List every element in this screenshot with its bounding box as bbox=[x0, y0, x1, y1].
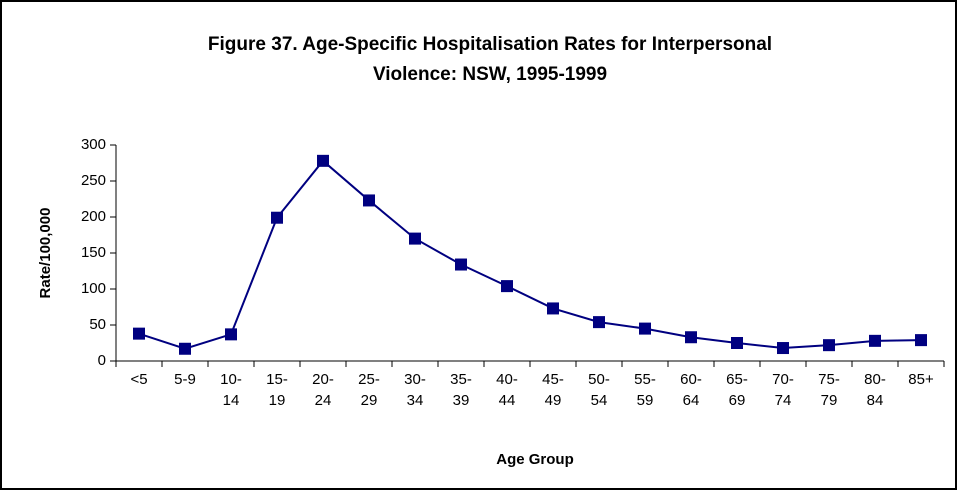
y-tick-label: 200 bbox=[81, 208, 106, 225]
chart-title: Figure 37. Age-Specific Hospitalisation … bbox=[208, 34, 772, 55]
marker bbox=[179, 342, 191, 355]
x-tick-label: 85+ bbox=[908, 371, 934, 388]
x-tick-label: 70- 74 bbox=[772, 371, 794, 409]
line bbox=[138, 159, 922, 350]
marker bbox=[777, 342, 789, 355]
x-tick-label-box: 45- 49 bbox=[542, 371, 564, 409]
marker bbox=[685, 331, 697, 344]
x-tick-label: 60- 64 bbox=[680, 371, 702, 409]
x-tick-label-box: 40- 44 bbox=[496, 371, 518, 409]
marker bbox=[823, 339, 835, 352]
x-tick-label: 15- 19 bbox=[266, 371, 288, 409]
y-tick-label: 250 bbox=[81, 172, 106, 189]
chart-title: Violence: NSW, 1995-1999 bbox=[373, 64, 607, 85]
marker bbox=[731, 337, 743, 349]
x-tick-label-box: <5 bbox=[130, 371, 148, 388]
y-axis-title: Rate/100,000 bbox=[37, 208, 54, 299]
x-tick-label: 10- 14 bbox=[220, 371, 242, 409]
x-tick-label: 30- 34 bbox=[404, 371, 426, 409]
x-tick-label: 45- 49 bbox=[542, 371, 564, 409]
x-tick-label: 55- 59 bbox=[634, 371, 656, 409]
x-tick-label: 35- 39 bbox=[450, 371, 472, 409]
x-tick-label-box: 5-9 bbox=[174, 371, 196, 388]
y-tick-label: 100 bbox=[81, 280, 106, 297]
x-tick-label: 40- 44 bbox=[496, 371, 518, 409]
marker bbox=[271, 211, 283, 224]
marker bbox=[317, 154, 329, 167]
x-tick-label-box: 20- 24 bbox=[312, 371, 334, 409]
x-tick-label: 5-9 bbox=[174, 371, 196, 388]
x-tick-label: 25- 29 bbox=[358, 371, 380, 409]
x-tick-label-box: 35- 39 bbox=[450, 371, 472, 409]
marker bbox=[133, 327, 145, 340]
x-tick-label-box: 65- 69 bbox=[726, 371, 748, 409]
x-tick-label-box: 25- 29 bbox=[358, 371, 380, 409]
x-tick-label-box: 55- 59 bbox=[634, 371, 656, 409]
marker bbox=[501, 280, 513, 293]
marker bbox=[547, 302, 559, 315]
x-tick-label-box: 85+ bbox=[908, 371, 934, 388]
x-axis-title: Age Group bbox=[496, 451, 574, 468]
x-tick-label: 20- 24 bbox=[312, 371, 334, 409]
x-tick-label-box: 60- 64 bbox=[680, 371, 702, 409]
x-tick-label: 80- 84 bbox=[864, 371, 886, 409]
y-tick-label: 0 bbox=[98, 352, 106, 369]
marker bbox=[639, 322, 651, 335]
x-tick-label: <5 bbox=[130, 371, 148, 388]
marker bbox=[225, 328, 237, 341]
marker bbox=[915, 334, 927, 347]
x-tick-label-box: 70- 74 bbox=[772, 371, 794, 409]
x-tick-label: 50- 54 bbox=[588, 371, 610, 409]
x-tick-label-box: 15- 19 bbox=[266, 371, 288, 409]
y-tick-label: 50 bbox=[89, 316, 106, 333]
marker bbox=[363, 194, 375, 207]
x-tick-label-box: 30- 34 bbox=[404, 371, 426, 409]
x-tick-label: 65- 69 bbox=[726, 371, 748, 409]
x-tick-label-box: 75- 79 bbox=[818, 371, 840, 409]
x-tick-label-box: 10- 14 bbox=[220, 371, 242, 409]
y-tick-label: 150 bbox=[81, 244, 106, 261]
x-tick-label: 75- 79 bbox=[818, 371, 840, 409]
x-tick-label-box: 80- 84 bbox=[864, 371, 886, 409]
x-tick-label-box: 50- 54 bbox=[588, 371, 610, 409]
marker bbox=[455, 258, 467, 271]
marker bbox=[869, 334, 881, 347]
marker bbox=[593, 316, 605, 329]
marker bbox=[409, 232, 421, 245]
y-tick-label: 300 bbox=[81, 136, 106, 153]
